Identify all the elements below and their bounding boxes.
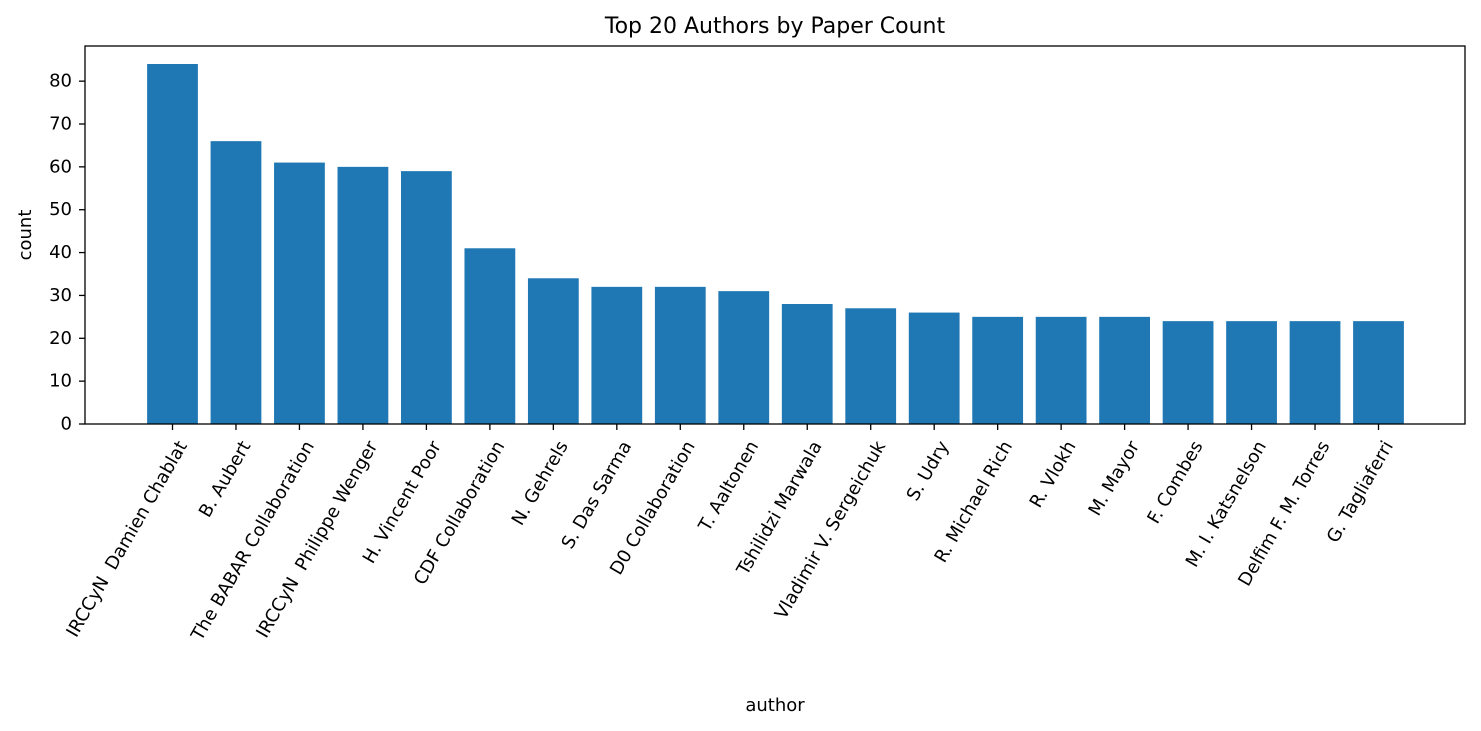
bar [1226, 321, 1277, 424]
x-tick-label: G. Tagliaferri [1323, 437, 1398, 546]
y-tick-label: 70 [49, 114, 72, 135]
y-tick-label: 20 [49, 328, 72, 349]
bar [464, 248, 516, 424]
plot-frame [84, 45, 1466, 425]
x-tick-label: IRCCyN Philippe Wenger [252, 437, 382, 642]
bar [845, 308, 897, 424]
x-tick-label: T. Aaltonen [694, 437, 763, 535]
bar [781, 304, 833, 424]
bar [1353, 321, 1404, 424]
y-tick-label: 60 [49, 156, 72, 177]
bar [274, 162, 325, 425]
bar [147, 64, 198, 424]
x-tick-label: N. Gehrels [508, 437, 573, 529]
bar [527, 278, 579, 424]
chart-title: Top 20 Authors by Paper Count [604, 14, 946, 39]
bar [1289, 321, 1341, 424]
y-tick-label: 0 [61, 414, 72, 435]
x-tick-label: IRCCyN Damien Chablat [62, 437, 192, 640]
bars-group [147, 64, 1404, 425]
x-tick-label: The BABAR Collaboration [187, 437, 319, 645]
x-tick-label: S. Udry [903, 437, 954, 505]
y-tick-label: 10 [49, 371, 72, 392]
bar [401, 171, 452, 424]
y-axis-label: count [15, 210, 36, 261]
x-tick-label: B. Aubert [195, 437, 255, 521]
y-tick-label: 80 [49, 71, 72, 92]
bar [972, 316, 1024, 424]
bar [337, 166, 389, 424]
y-axis: 0 10 20 30 40 50 60 70 80 [49, 71, 85, 435]
x-tick-label: Vladimir V. Sergeichuk [771, 437, 891, 623]
bar [591, 286, 643, 424]
bar [1162, 321, 1214, 424]
bar [1099, 316, 1150, 424]
bar [718, 291, 770, 424]
bar [908, 312, 960, 424]
x-tick-label: F. Combes [1143, 437, 1207, 527]
x-tick-label: R. Vlokh [1026, 437, 1081, 511]
y-tick-label: 30 [49, 285, 72, 306]
x-axis-label: author [745, 695, 805, 716]
bar [654, 286, 706, 424]
bar [210, 141, 262, 424]
x-tick-label: M. Mayor [1085, 437, 1145, 520]
bar [1035, 316, 1087, 424]
y-tick-label: 40 [49, 242, 72, 263]
y-tick-label: 50 [49, 199, 72, 220]
